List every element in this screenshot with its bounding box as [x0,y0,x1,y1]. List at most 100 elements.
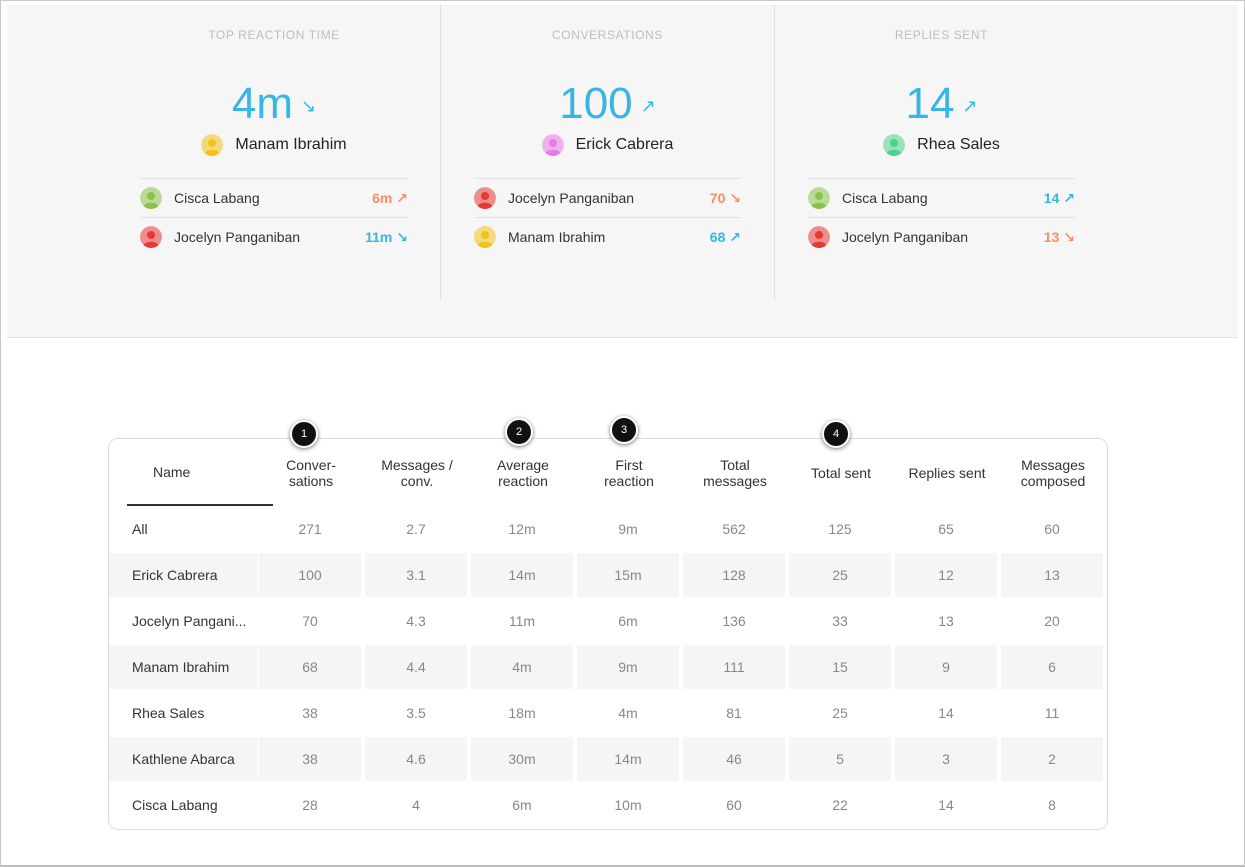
table-cell: 11m [508,613,536,629]
runner-up-list: Cisca Labang 14 ↗ Jocelyn Panganiban 13 … [808,178,1075,256]
table-cell: 22 [832,797,848,813]
avatar-icon [140,226,162,248]
table-cell: 46 [683,737,785,781]
arrow-down-right-icon: ↘ [396,228,408,245]
column-header[interactable]: Messages composed [1020,456,1086,489]
table-row[interactable]: Cisca Labang 28 4 6m 10m 60 22 14 8 [109,783,1107,829]
agent-value: 11m ↘ [365,228,408,245]
column-header[interactable]: Average reaction [497,456,549,489]
stat-card-reaction-time: TOP REACTION TIME 4m ↘ Manam Ibrahim Cisc… [7,5,440,300]
table-row[interactable]: Kathlene Abarca 38 4.6 30m 14m 46 5 3 2 [109,737,1107,783]
table-cell: 2 [1001,737,1103,781]
stat-title: TOP REACTION TIME [208,28,340,42]
agent-name: Cisca Labang [174,190,260,206]
agent-name-cell: Rhea Sales [132,705,205,721]
table-cell: 3.5 [406,705,426,721]
stat-leader: Rhea Sales [775,134,1108,156]
table-cell: 20 [1044,613,1060,629]
avatar-icon [474,187,496,209]
stat-value: 4m [231,79,294,128]
avatar-icon [201,134,224,156]
table-row[interactable]: Erick Cabrera 100 3.1 14m 15m 128 25 12 13 [109,553,1107,599]
agent-value: 13 ↘ [1043,228,1075,245]
column-header[interactable]: Replies sent [908,464,986,481]
table-cell: 3.1 [365,553,467,597]
table-cell: 4.6 [365,737,467,781]
agent-value: 68 ↗ [709,228,741,245]
table-cell: 60 [1044,521,1060,537]
table-cell: 125 [828,521,852,537]
table-cell: 6m [618,613,638,629]
table-cell: 11 [1044,705,1060,721]
table-cell: 60 [726,797,742,813]
table-cell: 4 [412,797,420,813]
table-cell: 6m [512,797,532,813]
table-cell: 12 [895,553,997,597]
table-cell: 3 [895,737,997,781]
leader-name: Manam Ibrahim [235,136,347,153]
callout-badge: 4 [822,420,850,448]
column-header[interactable]: Conver- sations [286,456,336,489]
table-cell: 30m [471,737,573,781]
column-header[interactable]: Total sent [811,464,871,481]
callout-badge: 2 [505,418,533,446]
table-cell: 14 [938,705,954,721]
table-cell: 33 [832,613,848,629]
agent-name-cell: Kathlene Abarca [109,737,258,781]
agent-name: Manam Ibrahim [508,229,606,245]
leader-name: Rhea Sales [917,136,1000,153]
table-cell: 271 [298,521,322,537]
callout-badge: 3 [610,416,638,444]
stat-leader: Manam Ibrahim [108,134,440,156]
avatar-icon [808,226,830,248]
table-cell: 8 [1048,797,1056,813]
stat-leader: Erick Cabrera [441,134,774,156]
table-cell: 111 [683,645,785,689]
table-cell: 128 [683,553,785,597]
table-cell: 18m [508,705,536,721]
avatar-icon [140,187,162,209]
table-row[interactable]: All 271 2.7 12m 9m 562 125 65 60 [109,507,1107,553]
table-cell: 13 [1001,553,1103,597]
list-item: Cisca Labang 14 ↗ [808,178,1075,217]
avatar-icon [808,187,830,209]
agent-name-cell: Manam Ibrahim [109,645,258,689]
stat-title: CONVERSATIONS [552,28,663,42]
table-cell: 9m [577,645,679,689]
table-row[interactable]: Manam Ibrahim 68 4.4 4m 9m 111 15 9 6 [109,645,1107,691]
agent-name-cell: Cisca Labang [132,797,218,813]
table-cell: 65 [938,521,954,537]
list-item: Jocelyn Panganiban 11m ↘ [140,217,408,256]
table-cell: 5 [789,737,891,781]
avatar-icon [541,134,564,156]
column-header[interactable]: Messages / conv. [381,456,453,489]
arrow-down-right-icon: ↘ [729,189,741,206]
table-cell: 4m [471,645,573,689]
table-row[interactable]: Rhea Sales 38 3.5 18m 4m 81 25 14 11 [109,691,1107,737]
table-cell: 25 [832,705,848,721]
table-cell: 9 [895,645,997,689]
arrow-up-right-icon: ↗ [396,189,408,206]
agent-value: 14 ↗ [1043,189,1075,206]
table-cell: 28 [302,797,318,813]
table-cell: 15 [789,645,891,689]
table-cell: 12m [508,521,536,537]
table-cell: 100 [259,553,361,597]
table-cell: 38 [259,737,361,781]
table-cell: 68 [259,645,361,689]
table-cell: 562 [722,521,746,537]
agent-name: Jocelyn Panganiban [508,190,635,206]
stat-value: 100 [559,79,633,128]
arrow-up-right-icon: ↗ [1063,189,1075,206]
column-header[interactable]: Total messages [703,456,767,489]
table-cell: 4.4 [365,645,467,689]
column-header[interactable]: Name [127,439,273,506]
agent-name-cell: All [132,521,148,537]
table-row[interactable]: Jocelyn Pangani... 70 4.3 11m 6m 136 33 13 20 [109,599,1107,645]
table-cell: 14 [938,797,954,813]
leader-name: Erick Cabrera [575,136,674,153]
column-header[interactable]: First reaction [604,456,654,489]
table-cell: 70 [302,613,318,629]
table-cell: 6 [1001,645,1103,689]
table-cell: 10m [614,797,642,813]
